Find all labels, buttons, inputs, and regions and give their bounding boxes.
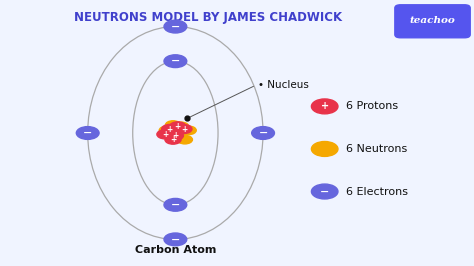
Text: 6 Neutrons: 6 Neutrons [346,144,407,154]
Circle shape [164,55,187,68]
Text: −: − [171,234,180,244]
Text: +: + [172,131,179,140]
Circle shape [162,124,178,134]
Circle shape [159,126,174,135]
Circle shape [311,142,338,156]
Circle shape [177,135,192,144]
Text: +: + [170,135,176,144]
Text: Carbon Atom: Carbon Atom [135,245,216,255]
Text: +: + [162,130,168,139]
Text: −: − [258,128,268,138]
Circle shape [311,184,338,199]
Text: 6 Protons: 6 Protons [346,101,398,111]
Text: teachoo: teachoo [410,16,455,25]
Text: • Nucleus: • Nucleus [258,80,309,90]
Circle shape [164,198,187,211]
Text: +: + [320,101,329,111]
Text: −: − [171,56,180,66]
Circle shape [176,124,192,134]
Circle shape [164,20,187,33]
Text: NEUTRONS MODEL BY JAMES CHADWICK: NEUTRONS MODEL BY JAMES CHADWICK [74,11,343,24]
Text: −: − [83,128,92,138]
Circle shape [311,99,338,114]
Circle shape [165,135,181,144]
Text: −: − [320,186,329,197]
Circle shape [173,122,189,131]
Circle shape [165,121,181,129]
Circle shape [76,127,99,139]
Circle shape [167,131,183,140]
Circle shape [157,130,173,139]
Text: +: + [174,122,181,131]
Circle shape [252,127,274,139]
Circle shape [173,134,188,143]
Text: −: − [171,22,180,32]
Text: −: − [171,200,180,210]
Text: 6 Electrons: 6 Electrons [346,186,408,197]
Text: +: + [181,124,187,134]
Circle shape [181,126,196,135]
Circle shape [170,122,186,131]
FancyBboxPatch shape [395,5,470,38]
Circle shape [164,233,187,246]
Text: +: + [166,124,173,134]
